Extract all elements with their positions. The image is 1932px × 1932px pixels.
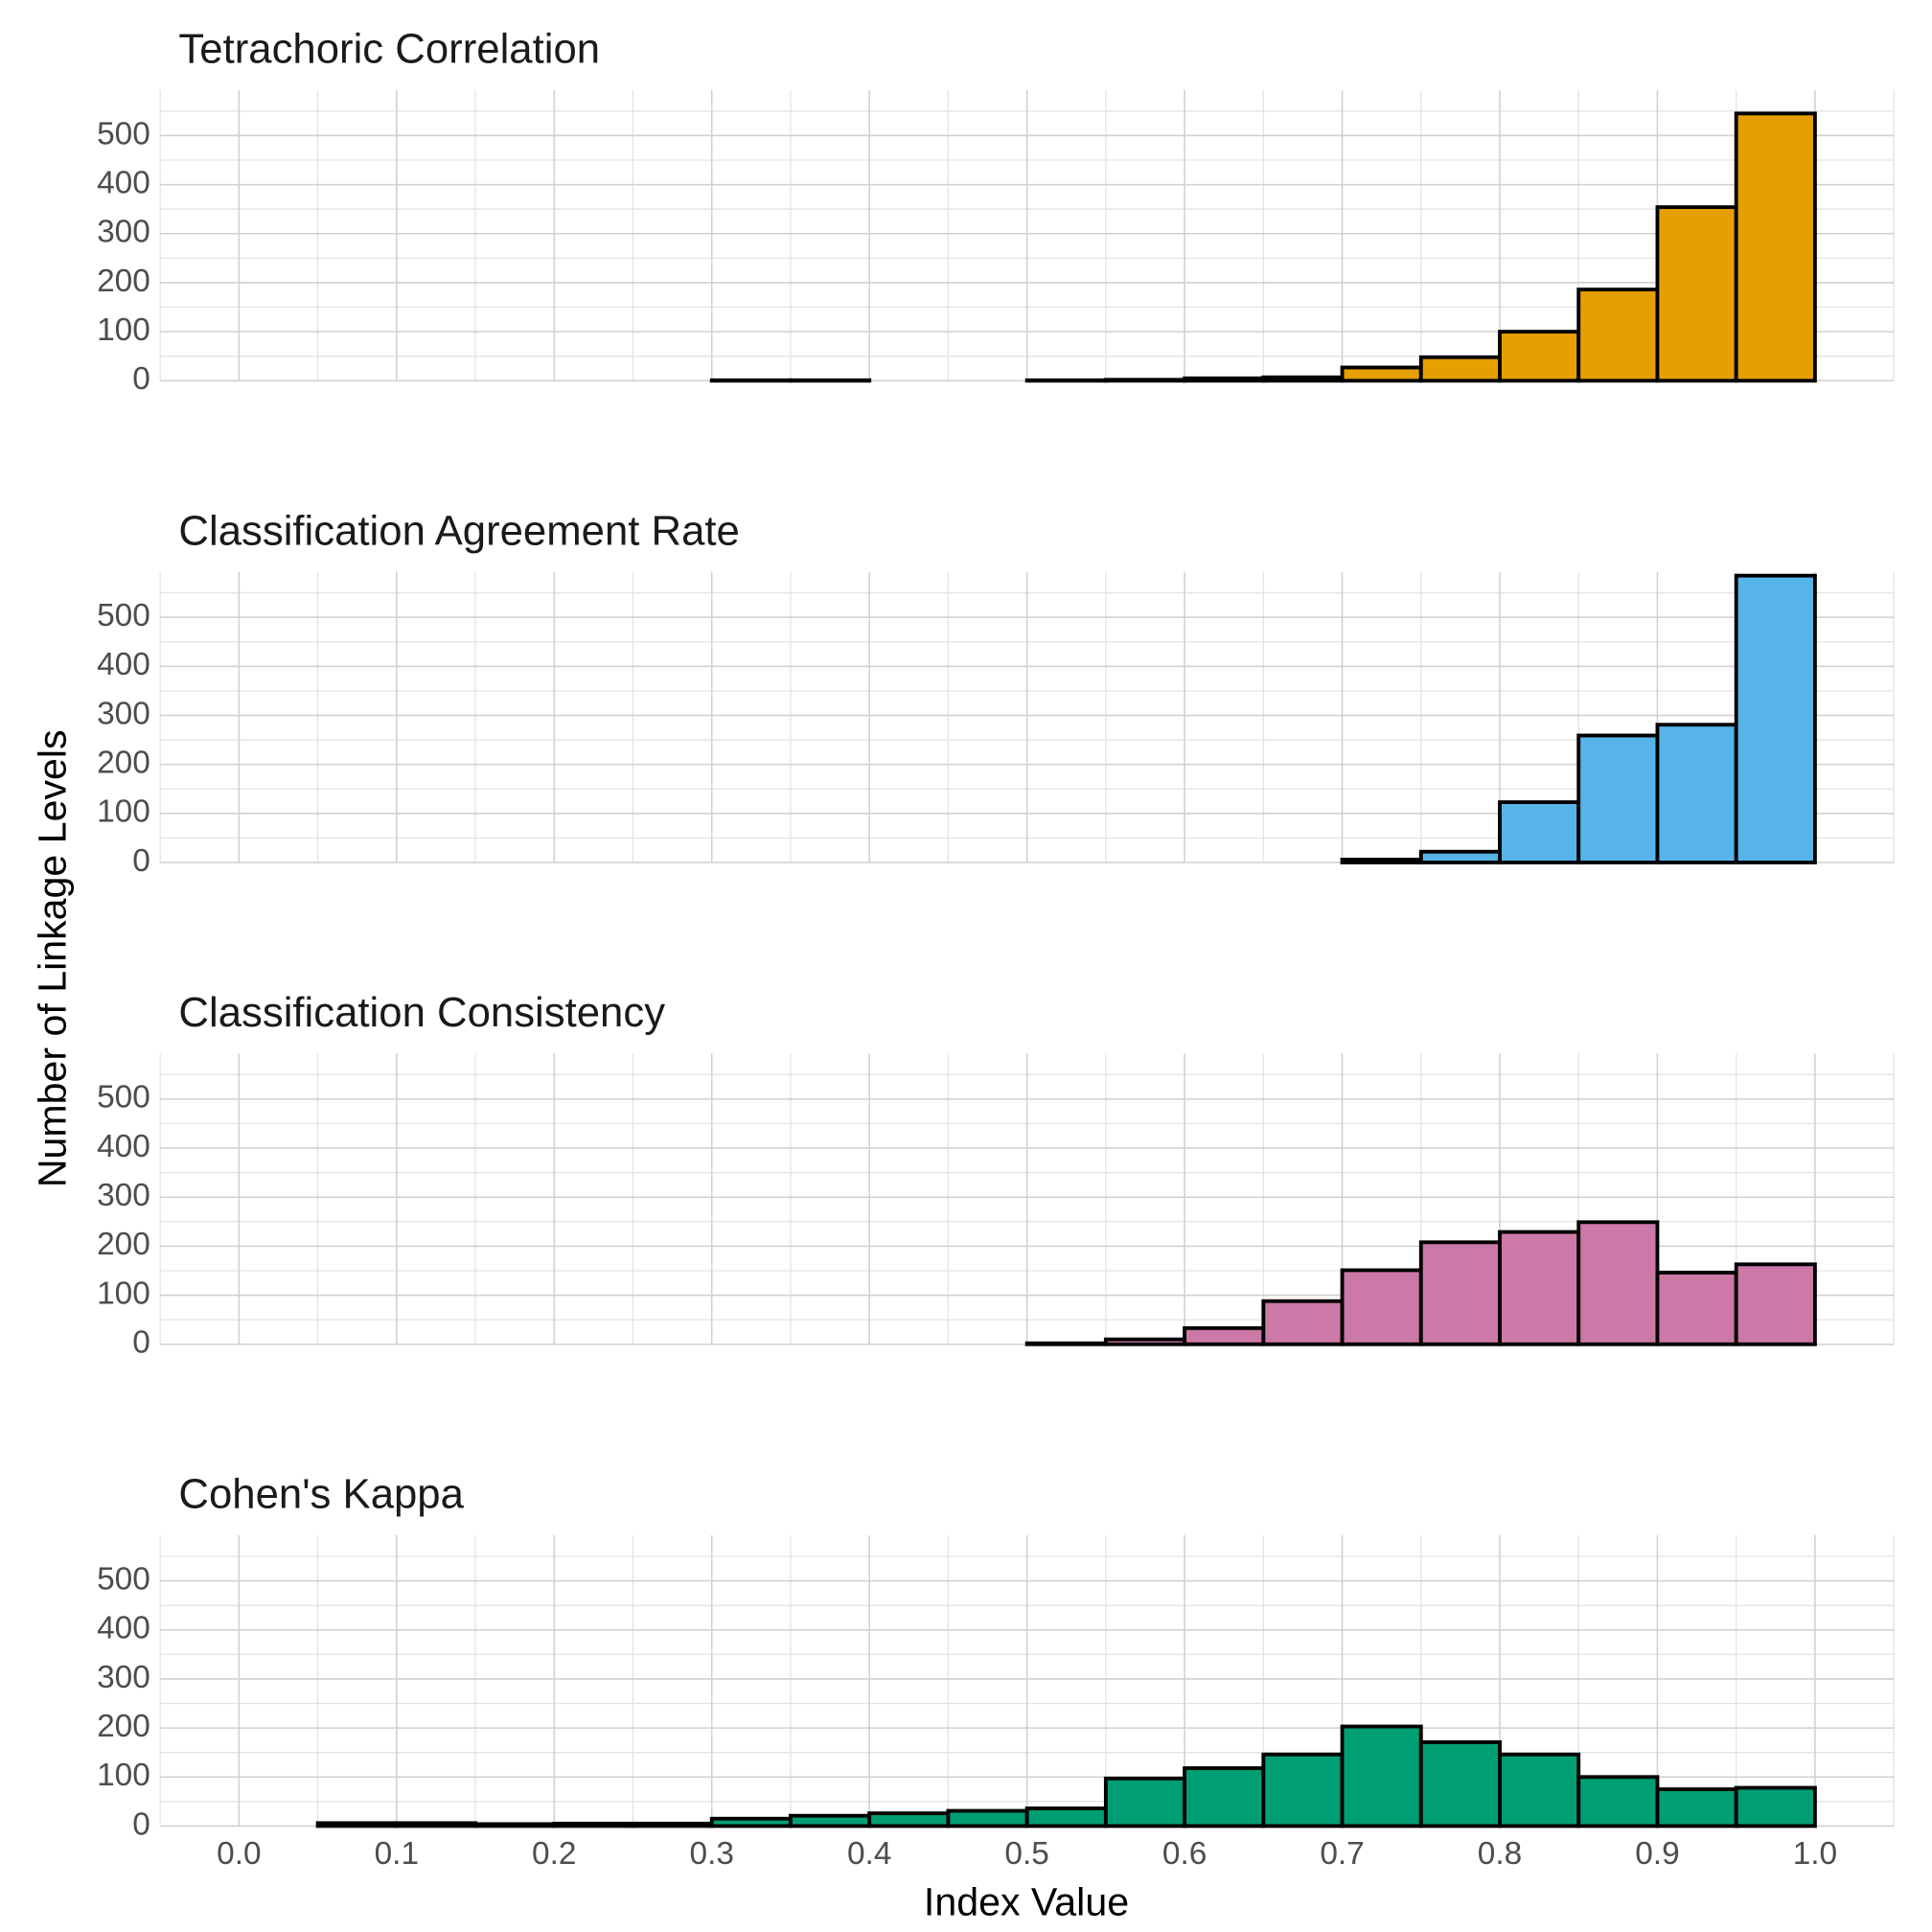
histogram-bar	[1183, 1766, 1266, 1828]
histogram-bar	[1261, 1752, 1345, 1828]
histogram-bar	[315, 1821, 399, 1828]
y-tick-label: 300	[97, 1178, 150, 1213]
histogram-bar	[1734, 573, 1817, 864]
x-tick-label: 0.5	[1004, 1836, 1048, 1872]
x-tick-label: 0.0	[217, 1836, 261, 1872]
histogram-bar	[1418, 1240, 1502, 1346]
y-axis-label: Number of Linkage Levels	[31, 729, 75, 1187]
histogram-bar	[1024, 378, 1108, 383]
x-tick-label: 0.9	[1635, 1836, 1679, 1872]
histogram-bar	[1576, 1220, 1660, 1346]
histogram-bar	[394, 1821, 477, 1828]
histogram-bar	[552, 1821, 635, 1828]
y-tick-label: 100	[97, 1276, 150, 1311]
histogram-bar	[1103, 1337, 1187, 1346]
histogram-bar	[1655, 205, 1738, 383]
histogram-bar	[946, 1808, 1029, 1828]
y-tick-label: 100	[97, 312, 150, 348]
y-tick-label: 500	[97, 1561, 150, 1597]
histogram-bar	[1261, 375, 1345, 383]
histogram-bar	[709, 1816, 793, 1828]
histogram-bar	[1576, 1775, 1660, 1828]
y-tick-label: 300	[97, 215, 150, 250]
histogram-bar	[1498, 330, 1581, 383]
histogram-bar	[1340, 365, 1423, 383]
y-tick-label: 300	[97, 1660, 150, 1695]
histogram-bar	[631, 1821, 714, 1828]
histogram-bar	[789, 1813, 872, 1828]
histogram-bar	[1655, 723, 1738, 864]
y-tick-label: 100	[97, 794, 150, 830]
y-tick-label: 500	[97, 1080, 150, 1116]
histogram-bar	[473, 1822, 557, 1828]
histogram-bar	[1183, 376, 1266, 383]
histogram-bar	[1655, 1787, 1738, 1828]
histogram-bar	[1103, 1776, 1187, 1828]
panel-title: Classification Consistency	[178, 989, 665, 1036]
histogram-bar	[1340, 1268, 1423, 1346]
histogram-bar	[1183, 1325, 1266, 1346]
y-tick-label: 400	[97, 1129, 150, 1164]
y-tick-label: 100	[97, 1758, 150, 1793]
histogram-bar	[1418, 849, 1502, 864]
panel-title: Tetrachoric Correlation	[178, 26, 600, 73]
histogram-bar	[1576, 288, 1660, 383]
y-tick-label: 200	[97, 745, 150, 780]
y-tick-label: 200	[97, 1709, 150, 1744]
y-tick-label: 0	[132, 1806, 150, 1842]
y-tick-label: 0	[132, 843, 150, 879]
histogram-bar	[1655, 1271, 1738, 1346]
x-tick-label: 0.3	[690, 1836, 734, 1872]
y-tick-label: 400	[97, 1611, 150, 1646]
histogram-bar	[1340, 858, 1423, 864]
x-tick-label: 0.6	[1162, 1836, 1207, 1872]
y-tick-label: 400	[97, 165, 150, 200]
y-tick-label: 0	[132, 361, 150, 397]
histogram-bar	[1024, 1341, 1108, 1346]
histogram-bar	[1576, 733, 1660, 864]
histogram-bar	[1261, 1299, 1345, 1346]
x-tick-label: 0.7	[1320, 1836, 1364, 1872]
histogram-bar	[709, 378, 793, 383]
x-axis-label: Index Value	[924, 1880, 1129, 1924]
x-tick-label: 0.1	[375, 1836, 419, 1872]
histogram-bar	[1734, 111, 1817, 383]
x-tick-label: 0.8	[1478, 1836, 1522, 1872]
y-tick-label: 500	[97, 598, 150, 633]
histogram-bar	[1498, 800, 1581, 864]
histogram-bar	[1734, 1262, 1817, 1346]
x-tick-label: 0.4	[847, 1836, 891, 1872]
x-tick-label: 0.2	[532, 1836, 576, 1872]
histogram-bar	[867, 1811, 951, 1828]
y-tick-label: 0	[132, 1325, 150, 1361]
y-tick-label: 400	[97, 647, 150, 682]
x-tick-label: 1.0	[1793, 1836, 1837, 1872]
y-tick-label: 200	[97, 1227, 150, 1262]
histogram-bar	[1734, 1785, 1817, 1828]
histogram-bar	[1340, 1724, 1423, 1828]
panel-title: Cohen's Kappa	[178, 1471, 464, 1518]
histogram-bar	[1498, 1230, 1581, 1346]
histogram-bar	[1498, 1752, 1581, 1828]
histogram-bar	[1024, 1806, 1108, 1828]
y-tick-label: 300	[97, 696, 150, 731]
histogram-bar	[789, 378, 872, 383]
histogram-bar	[1418, 355, 1502, 383]
y-tick-label: 200	[97, 264, 150, 299]
y-tick-label: 500	[97, 116, 150, 151]
histogram-bar	[1418, 1740, 1502, 1828]
panel-title: Classification Agreement Rate	[178, 507, 739, 554]
